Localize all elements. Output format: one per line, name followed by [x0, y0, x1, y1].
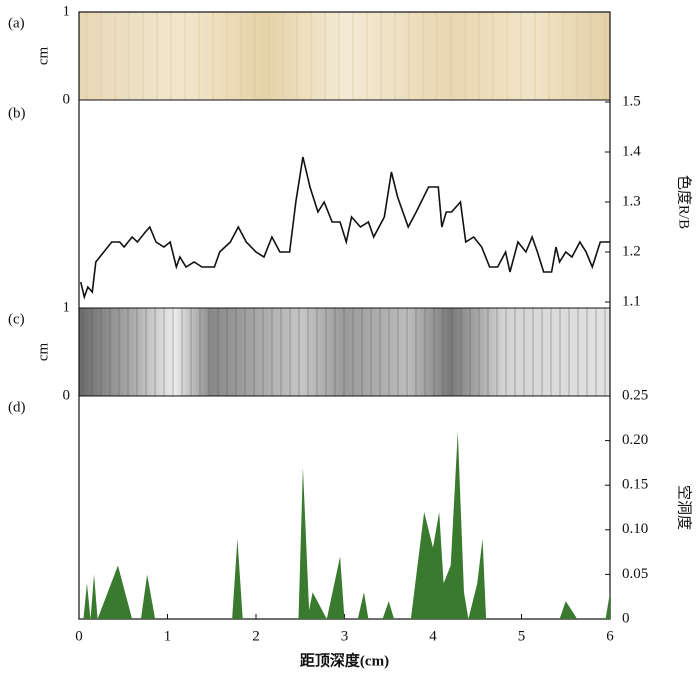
x-tick-label: 1 [164, 628, 172, 644]
rb-line [79, 156, 610, 300]
panel-label: (d) [8, 399, 26, 415]
x-tick-label: 0 [75, 628, 83, 644]
y-tick-label: 0 [63, 91, 71, 107]
y-tick-label: 1.1 [622, 293, 641, 309]
y-tick-label: 1.3 [622, 193, 641, 209]
y-tick-label: 1 [63, 3, 71, 19]
y-tick-label: 1.5 [622, 93, 641, 109]
x-tick-label: 3 [341, 628, 349, 644]
y-axis-label: 空洞度 [676, 485, 693, 530]
y-tick-label: 1.2 [622, 243, 641, 259]
y-tick-label: 0.25 [622, 387, 648, 403]
y-tick-label: 0 [622, 610, 630, 626]
y-tick-label: 1 [63, 299, 71, 315]
y-axis-label: cm [35, 343, 51, 362]
core-photo-texture [79, 12, 610, 100]
panel-label: (a) [8, 15, 25, 31]
y-axis-label: cm [35, 47, 51, 66]
x-axis-label: 距顶深度(cm) [300, 651, 389, 669]
y-tick-label: 1.4 [622, 143, 641, 159]
ct-image-texture [79, 308, 610, 396]
y-axis-label: 色度R/B [676, 175, 693, 229]
y-tick-label: 0.15 [622, 477, 648, 493]
y-tick-label: 0 [63, 387, 71, 403]
y-tick-label: 0.20 [622, 432, 648, 448]
panel-label: (c) [8, 311, 25, 327]
x-tick-label: 5 [518, 628, 526, 644]
porosity-area [79, 431, 610, 619]
x-tick-label: 6 [606, 628, 614, 644]
y-tick-label: 0.05 [622, 566, 648, 582]
x-tick-label: 2 [252, 628, 260, 644]
x-tick-label: 4 [429, 628, 437, 644]
y-tick-label: 0.10 [622, 521, 648, 537]
panel-label: (b) [8, 105, 26, 121]
